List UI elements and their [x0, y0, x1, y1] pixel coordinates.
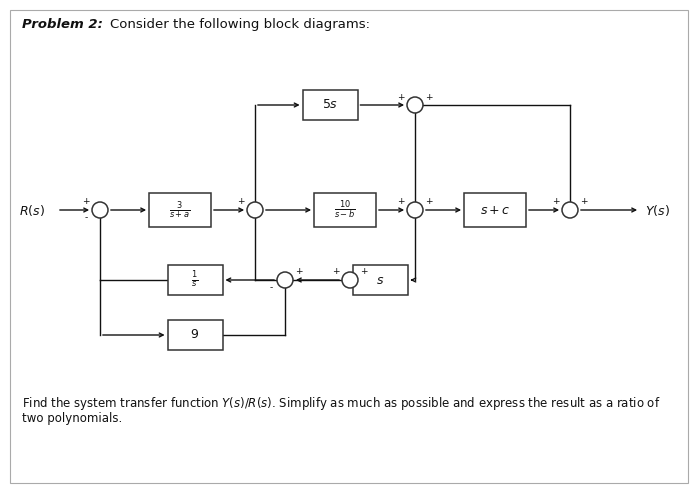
Text: +: + [398, 198, 405, 206]
Text: two polynomials.: two polynomials. [22, 412, 122, 425]
Text: $\frac{1}{s}$: $\frac{1}{s}$ [191, 270, 199, 290]
Text: $9$: $9$ [190, 329, 199, 342]
Text: +: + [580, 198, 588, 206]
Circle shape [277, 272, 293, 288]
Text: +: + [398, 93, 405, 101]
Circle shape [342, 272, 358, 288]
Text: -: - [270, 284, 272, 293]
Text: +: + [552, 198, 560, 206]
Text: +: + [332, 267, 340, 277]
Circle shape [247, 202, 263, 218]
Text: +: + [426, 198, 433, 206]
Circle shape [92, 202, 108, 218]
Bar [167, 265, 223, 295]
Text: Find the system transfer function $Y(s)/R(s)$. Simplify as much as possible and : Find the system transfer function $Y(s)/… [22, 395, 661, 412]
Text: +: + [426, 93, 433, 101]
Bar [314, 193, 376, 227]
Circle shape [407, 97, 423, 113]
Bar [149, 193, 211, 227]
Text: $R(s)$: $R(s)$ [19, 202, 45, 217]
Circle shape [407, 202, 423, 218]
Bar [464, 193, 526, 227]
Bar [167, 320, 223, 350]
Text: Consider the following block diagrams:: Consider the following block diagrams: [110, 18, 370, 31]
Text: $s$: $s$ [376, 274, 384, 287]
Text: $5s$: $5s$ [322, 99, 338, 111]
Text: Problem 2:: Problem 2: [22, 18, 103, 31]
Bar [353, 265, 407, 295]
Text: $\frac{3}{s+a}$: $\frac{3}{s+a}$ [169, 199, 190, 220]
Text: +: + [295, 267, 302, 277]
Text: +: + [83, 198, 90, 206]
Text: $s+c$: $s+c$ [480, 203, 510, 216]
Text: $Y(s)$: $Y(s)$ [645, 202, 670, 217]
Text: -: - [85, 213, 88, 222]
Bar [302, 90, 358, 120]
Text: $\frac{10}{s-b}$: $\frac{10}{s-b}$ [334, 199, 356, 221]
Text: +: + [360, 267, 368, 277]
Text: +: + [237, 198, 245, 206]
Circle shape [562, 202, 578, 218]
